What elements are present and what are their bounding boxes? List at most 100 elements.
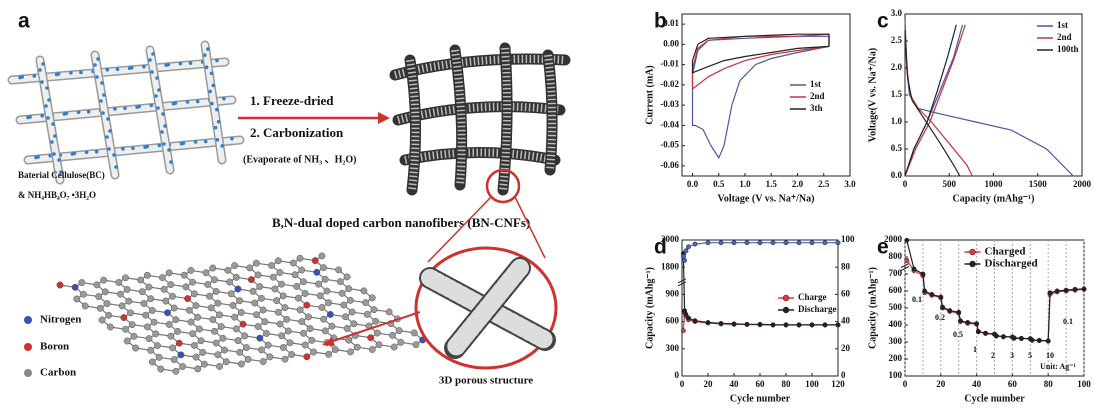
y-tick-label: 0.00 [663,38,679,48]
series-line [906,260,1085,342]
atom [175,339,183,347]
point [686,244,691,250]
precursor: Baterial Cellulose(BC) [18,170,105,180]
atom [315,280,322,288]
y-tick-label: 2.5 [891,35,903,45]
atom [56,281,64,289]
dot [222,96,226,101]
atom [222,358,230,366]
atom [169,292,176,300]
atom [125,297,133,305]
legend-label: Carbon [40,367,76,379]
atom [123,285,131,293]
x-tick-label: 1.0 [739,179,751,189]
atom [182,283,190,291]
dot [185,100,190,104]
dot [166,62,171,67]
atom [293,283,301,290]
atom [305,313,312,321]
point [686,315,691,321]
legend-dot [24,316,32,324]
point [904,257,910,263]
point [822,240,828,246]
point [904,237,910,243]
atom [209,316,217,324]
atom [343,325,351,332]
atom [209,264,217,272]
y2-tick-label: 80 [841,261,851,271]
dot [72,151,77,156]
atom [234,337,242,345]
atom [259,306,267,314]
dot [47,98,51,102]
atom [368,294,376,302]
atom [177,351,185,359]
dot [129,65,134,70]
point [940,304,946,310]
y-tick-label: -0.05 [660,140,679,150]
atom [179,363,187,371]
point [1011,335,1017,341]
dot [93,63,97,67]
annotation: 0.2 [935,313,945,322]
y-tick-label: -0.02 [660,79,679,89]
y-tick-label: 900 [666,288,680,298]
atom [170,304,178,312]
dot [206,47,210,51]
x-tick-label: 20 [704,379,714,389]
y-tick-label: -0.03 [660,99,679,109]
dot [79,70,83,75]
panel-label: c [877,10,889,33]
point [796,240,802,246]
atom [373,329,381,337]
atom [298,318,306,326]
atom [115,278,123,286]
point [692,318,698,324]
atom [192,302,200,310]
dot [57,158,61,162]
atom [335,266,343,274]
legend-label: Discharged [985,258,1038,270]
step: 1. Freeze-dried [250,93,334,108]
atom [189,278,197,286]
atom [229,302,237,309]
atom [256,334,264,342]
atom [145,335,153,343]
series-line [691,33,830,74]
point [680,328,686,334]
atom [106,323,114,331]
atom [274,257,282,265]
atom [143,323,151,331]
atom [281,355,289,363]
atom [101,288,109,296]
point [731,321,737,327]
atom [180,271,188,279]
y-tick-label: 0.5 [891,143,903,153]
point [731,240,737,246]
dot [167,148,171,152]
dot [99,99,103,103]
dot [64,111,69,116]
atom [318,304,326,311]
atom [224,266,232,274]
legend-marker [782,306,790,314]
dot [32,74,37,78]
point [809,240,815,246]
atom [301,341,309,349]
dot [203,139,208,144]
atom [300,329,307,337]
atom [372,317,380,325]
x-tick-label: 0 [903,379,908,389]
atom [231,262,239,270]
dot [195,99,200,104]
dot [215,138,220,142]
atom [253,311,260,319]
dot [114,165,118,169]
atom [336,278,344,286]
atom [160,285,168,293]
dot [101,111,105,115]
x-tick-label: 2000 [1073,179,1092,189]
atom [214,351,222,359]
atom [98,316,106,324]
atom [167,332,175,340]
